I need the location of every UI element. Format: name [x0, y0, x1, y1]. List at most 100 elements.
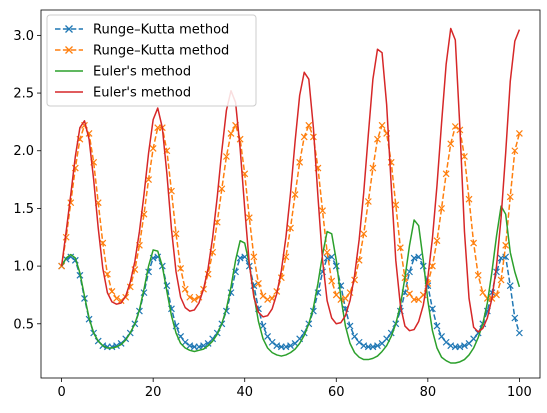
legend-label: Runge–Kutta method	[93, 44, 229, 59]
series-1-marker	[415, 253, 423, 261]
y-tick-label: 2.0	[13, 144, 34, 159]
series-2-marker	[511, 147, 519, 155]
series-1-marker	[461, 342, 468, 350]
series-1-marker	[493, 268, 500, 276]
series-1-marker	[406, 268, 413, 276]
series-1-marker	[287, 342, 294, 350]
series-1-marker	[506, 282, 514, 290]
series-2-marker	[360, 230, 368, 238]
legend: Runge–Kutta method Runge–Kutta method Eule…	[46, 14, 257, 107]
y-axis: 0.5 1.0 1.5 2.0 2.5 3.0	[13, 29, 41, 332]
series-2-marker	[433, 237, 441, 245]
series-3-line	[60, 205, 521, 364]
series-1-marker	[438, 333, 445, 340]
series-4-line	[60, 27, 521, 333]
series-1-marker	[259, 322, 267, 330]
series-2-marker	[442, 170, 450, 178]
series-2-marker	[438, 204, 445, 212]
x-tick-label: 0	[57, 385, 65, 400]
series-2-marker	[465, 195, 473, 203]
series-1-marker	[488, 289, 496, 297]
series-2-marker	[406, 290, 413, 298]
series-1-marker	[355, 338, 363, 346]
series-2-marker	[168, 187, 175, 195]
x-axis: 0 20 40 60 80 100	[57, 378, 532, 400]
series-1-marker	[264, 333, 272, 340]
legend-label: Runge–Kutta method	[93, 23, 229, 38]
series-2-marker	[190, 296, 198, 303]
series-1-marker	[351, 333, 359, 340]
series-2-marker	[305, 121, 313, 129]
series-2-marker	[474, 271, 482, 279]
legend-marker	[65, 25, 73, 33]
series-4	[60, 27, 521, 333]
x-tick-label: 40	[236, 385, 253, 400]
axes-frame	[40, 9, 541, 379]
series-2-marker	[186, 293, 194, 301]
series-2-marker	[300, 133, 308, 141]
series-1-marker	[268, 338, 276, 346]
series-2-marker	[323, 248, 331, 256]
series-2-marker	[451, 123, 459, 130]
series-2-marker	[470, 239, 478, 247]
legend-entry: Runge–Kutta method	[55, 23, 229, 38]
series-2-marker	[259, 292, 267, 300]
series-2-marker	[502, 241, 510, 249]
y-tick-label: 1.5	[13, 202, 34, 217]
series-1-marker	[374, 342, 381, 350]
series-2-marker	[428, 262, 436, 270]
series-2-marker	[287, 224, 294, 232]
y-tick-label: 2.5	[13, 87, 34, 102]
series-2-marker	[250, 253, 258, 261]
series-2	[58, 121, 523, 305]
series-1-marker	[470, 335, 478, 343]
series-1-marker	[442, 338, 450, 346]
series-2-marker	[172, 230, 180, 238]
series-2-marker	[479, 289, 487, 297]
series-2-marker	[62, 233, 70, 241]
series-2-marker	[222, 153, 230, 160]
series-2-marker	[177, 264, 185, 272]
series-1-marker	[511, 314, 519, 322]
series-1-marker	[181, 338, 189, 346]
series-2-marker	[113, 294, 120, 302]
x-tick-label: 100	[507, 385, 532, 400]
x-tick-label: 80	[420, 385, 437, 400]
series-2-marker	[447, 140, 455, 148]
legend-label: Euler's method	[93, 65, 191, 80]
legend-entry: Euler's method	[55, 86, 191, 101]
series-2-marker	[108, 288, 116, 295]
series-2-marker	[351, 276, 359, 284]
series-2-marker	[392, 201, 400, 209]
series-2-marker	[396, 244, 404, 252]
series-3	[60, 205, 521, 364]
series-2-marker	[255, 279, 262, 287]
legend-entry: Runge–Kutta method	[55, 44, 229, 59]
series-2-marker	[342, 294, 349, 302]
series-1-marker	[67, 253, 75, 261]
series-2-marker	[245, 214, 253, 222]
series-2-marker	[515, 130, 523, 137]
series-2-marker	[364, 198, 372, 205]
series-2-marker	[103, 270, 111, 278]
series-2-marker	[328, 277, 336, 285]
series-2-marker	[369, 164, 377, 172]
series-2-marker	[378, 121, 386, 129]
series-1-marker	[515, 329, 523, 337]
x-tick-label: 20	[145, 385, 162, 400]
series-2-marker	[461, 153, 468, 160]
series-2-marker	[497, 276, 505, 284]
series-2-marker	[493, 291, 500, 299]
series-1-marker	[346, 322, 354, 330]
legend-box	[46, 14, 257, 107]
legend-label: Euler's method	[93, 86, 191, 101]
series-2-marker	[218, 185, 226, 193]
series-2-marker	[296, 158, 304, 166]
series-2-marker	[227, 130, 235, 137]
series-2-marker	[319, 207, 326, 215]
series-2-marker	[181, 285, 189, 293]
legend-entry: Euler's method	[55, 65, 191, 80]
series-layer	[58, 27, 523, 364]
series-1-marker	[433, 322, 441, 330]
